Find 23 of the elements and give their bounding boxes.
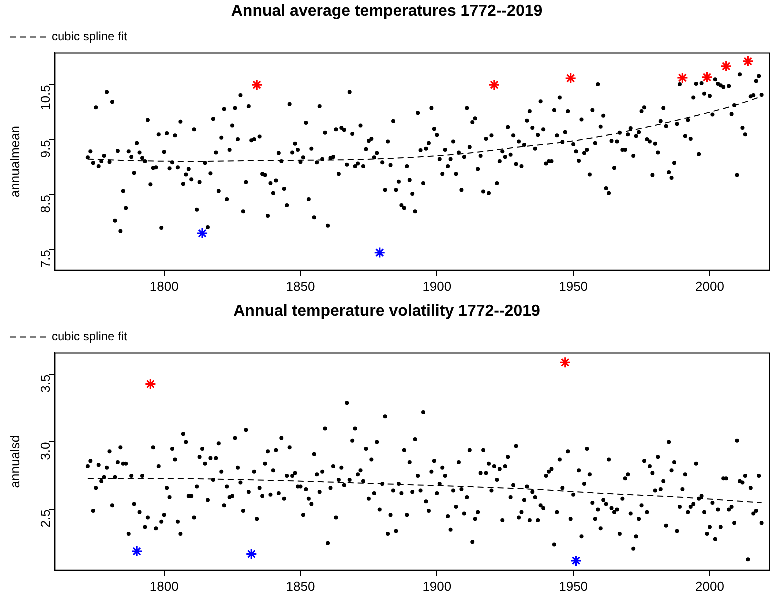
x-tick-label: 1900 xyxy=(422,578,452,594)
y-tick-label: 3.0 xyxy=(38,442,53,460)
x-tick-label: 1850 xyxy=(286,578,316,594)
x-tick-label: 1800 xyxy=(150,278,179,294)
legend-label: cubic spline fit xyxy=(52,330,128,344)
y-tick-label: 9.5 xyxy=(38,140,53,158)
x-tick-label: 1800 xyxy=(150,578,179,594)
chart-title: Annual average temperatures 1772--2019 xyxy=(231,3,543,20)
chart-title: Annual temperature volatility 1772--2019 xyxy=(234,303,540,320)
y-tick-label: 2.5 xyxy=(38,510,53,528)
y-axis-title: annualmean xyxy=(7,126,22,198)
x-tick-label: 2000 xyxy=(696,278,724,294)
y-tick-label: 8.5 xyxy=(38,195,53,214)
x-tick-label: 2000 xyxy=(696,578,724,594)
x-tick-label: 1950 xyxy=(559,278,588,294)
x-tick-label: 1850 xyxy=(286,278,316,294)
y-axis-title: annualsd xyxy=(7,435,22,488)
y-tick-label: 10.5 xyxy=(38,85,53,110)
x-tick-label: 1900 xyxy=(422,278,452,294)
legend-label: cubic spline fit xyxy=(52,30,128,44)
y-tick-label: 3.5 xyxy=(38,374,53,393)
y-tick-label: 7.5 xyxy=(38,250,53,268)
x-tick-label: 1950 xyxy=(559,578,588,594)
